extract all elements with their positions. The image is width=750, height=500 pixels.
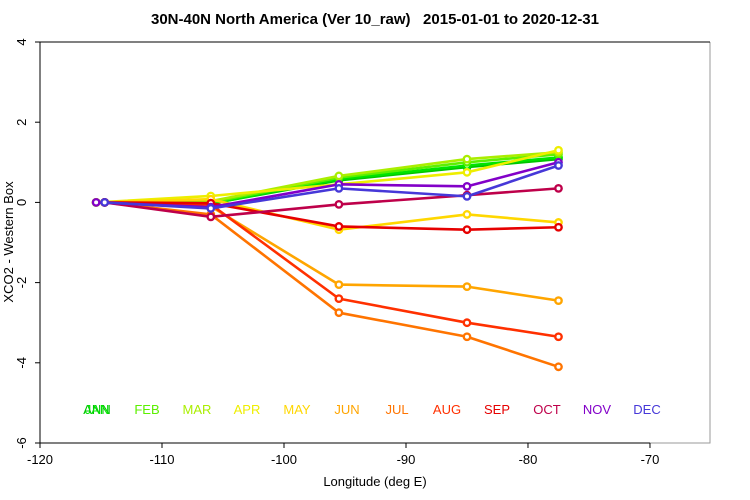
series-marker-mar <box>462 154 472 164</box>
y-axis-label: XCO2 - Western Box <box>1 181 16 303</box>
series-marker-apr <box>462 167 472 177</box>
series-marker-jul <box>462 332 472 342</box>
y-tick-label: -4 <box>14 357 29 369</box>
series-marker-oct <box>334 200 344 209</box>
y-tick-label: 0 <box>14 199 29 206</box>
x-tick-label: -90 <box>397 452 416 467</box>
series-marker-jun <box>554 296 563 306</box>
y-tick-label: -6 <box>14 437 29 449</box>
series-marker-sep <box>554 222 563 232</box>
series-marker-sep <box>334 222 344 231</box>
series-marker-jul <box>554 362 563 372</box>
legend-label-may: MAY <box>283 402 311 417</box>
series-marker-sep <box>462 225 472 235</box>
series-marker-oct <box>554 183 563 193</box>
series-marker-dec <box>206 204 216 213</box>
x-tick-label: -120 <box>27 452 53 467</box>
legend-label-mar: MAR <box>183 402 212 417</box>
series-marker-aug <box>462 318 472 328</box>
series-marker-dec <box>554 161 563 170</box>
legend-label-nov: NOV <box>583 402 612 417</box>
chart-title: 30N-40N North America (Ver 10_raw) 2015-… <box>150 11 599 28</box>
series-marker-mar <box>334 171 344 181</box>
x-tick-label: -70 <box>641 452 660 467</box>
series-marker-jun <box>334 280 344 290</box>
legend-label-jun: JUN <box>334 402 359 417</box>
legend-label-apr: APR <box>234 402 261 417</box>
legend-label-jul: JUL <box>385 402 408 417</box>
series-marker-aug <box>334 294 344 304</box>
legend-label-oct: OCT <box>533 402 561 417</box>
legend-label-aug: AUG <box>433 402 461 417</box>
legend-label-sep: SEP <box>484 402 510 417</box>
series-marker-nov <box>91 197 101 207</box>
series-marker-aug <box>554 332 563 342</box>
series-marker-dec <box>462 191 472 201</box>
legend-label-dec: DEC <box>633 402 660 417</box>
legend-label-feb: FEB <box>134 402 159 417</box>
x-tick-label: -100 <box>271 452 297 467</box>
series-marker-jun <box>462 282 472 292</box>
plot-box <box>39 41 710 443</box>
series-marker-apr <box>554 145 563 155</box>
plot-box <box>649 42 711 444</box>
series-marker-nov <box>462 181 472 191</box>
y-tick-label: -2 <box>14 277 29 289</box>
series-marker-oct <box>206 212 216 222</box>
series-line-aug <box>103 201 560 339</box>
x-axis-label: Longitude (deg E) <box>323 474 426 489</box>
y-tick-label: 2 <box>14 119 29 126</box>
y-tick-label: 4 <box>14 38 29 45</box>
series-marker-may <box>462 210 472 219</box>
series-marker-jul <box>334 308 344 318</box>
x-tick-label: -110 <box>149 452 174 467</box>
x-tick-label: -80 <box>519 452 538 467</box>
series-marker-dec <box>100 197 110 207</box>
legend-label-ann: ANN <box>83 402 110 417</box>
legend-label-jan: JAN <box>85 402 110 417</box>
series-marker-dec <box>334 183 344 193</box>
